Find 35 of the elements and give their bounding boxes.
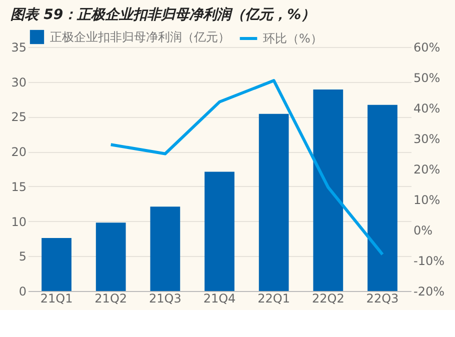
x-tick-label: 21Q4 (203, 292, 236, 306)
bar (42, 238, 72, 291)
x-tick-label: 21Q1 (40, 292, 73, 306)
x-tick-label: 22Q3 (366, 292, 399, 306)
y2-tick-label: 10% (414, 193, 440, 207)
bar (313, 90, 344, 291)
x-tick-label: 21Q2 (94, 292, 128, 306)
bar (204, 172, 234, 291)
y-tick-label: 25 (11, 110, 26, 124)
y-tick-label: 35 (11, 40, 26, 54)
x-tick-label: 22Q2 (312, 292, 344, 306)
y-tick-label: 15 (11, 180, 26, 194)
bar (150, 206, 180, 291)
bar (96, 222, 126, 291)
legend-label: 环比（%） (263, 32, 322, 46)
y-tick-label: 30 (11, 75, 26, 90)
y2-tick-label: -10% (414, 254, 445, 268)
x-tick-label: 21Q3 (148, 292, 182, 306)
y2-tick-label: 40% (414, 102, 440, 116)
bar (368, 104, 398, 291)
y2-tick-label: -20% (414, 284, 445, 298)
y2-tick-label: 50% (414, 71, 440, 85)
y-tick-label: 10 (11, 214, 26, 229)
legend-label: 正极企业扣非归母净利润（亿元） (50, 30, 230, 44)
line-series (109, 79, 384, 256)
chart-title: 图表 59：正极企业扣非归母净利润（亿元，%） (10, 6, 316, 23)
y2-tick-label: 20% (414, 162, 440, 176)
y-tick-label: 20 (11, 145, 26, 160)
y2-tick-label: 60% (414, 40, 440, 54)
y2-tick-label: 30% (414, 132, 440, 146)
x-tick-label: 22Q1 (258, 292, 290, 306)
y2-tick-label: 0% (414, 224, 433, 238)
y-tick-label: 5 (18, 250, 26, 264)
y-tick-label: 0 (18, 284, 26, 298)
bar (258, 114, 289, 291)
